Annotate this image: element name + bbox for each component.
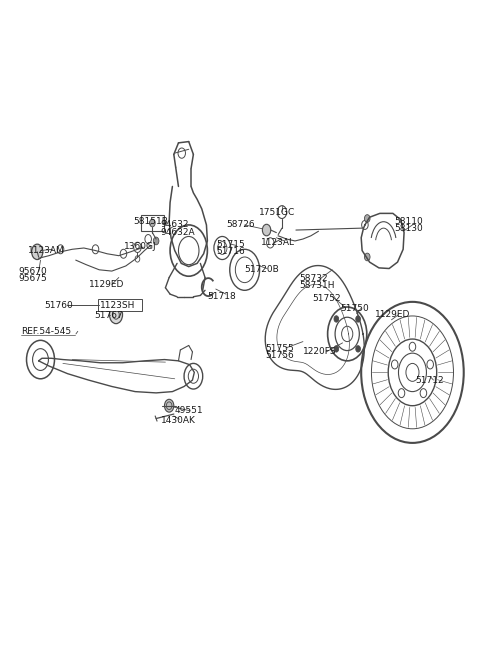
Circle shape: [263, 224, 271, 236]
Circle shape: [150, 219, 155, 227]
Text: 95675: 95675: [19, 274, 48, 283]
Text: 1123SH: 1123SH: [100, 301, 135, 310]
Text: REF.54-545: REF.54-545: [21, 327, 71, 336]
Text: 1220FS: 1220FS: [303, 347, 336, 356]
Text: 1129ED: 1129ED: [375, 310, 410, 319]
Circle shape: [364, 253, 370, 261]
Text: 58151B: 58151B: [133, 217, 168, 226]
Text: 1129ED: 1129ED: [88, 280, 124, 289]
Circle shape: [165, 400, 174, 412]
Text: 1123AM: 1123AM: [28, 246, 65, 255]
Text: 95670: 95670: [19, 267, 48, 276]
Text: 51760: 51760: [44, 301, 73, 310]
Circle shape: [109, 306, 122, 324]
Text: 51752: 51752: [312, 294, 341, 303]
Circle shape: [334, 316, 339, 322]
Text: 51716: 51716: [216, 247, 245, 255]
Text: 1751GC: 1751GC: [259, 208, 295, 217]
Text: 58110: 58110: [395, 217, 423, 226]
FancyBboxPatch shape: [98, 299, 142, 312]
FancyBboxPatch shape: [141, 215, 164, 231]
Circle shape: [334, 346, 339, 352]
Text: 51755: 51755: [265, 343, 294, 352]
Circle shape: [153, 237, 159, 245]
Text: 58726: 58726: [226, 221, 255, 229]
Text: 51712: 51712: [415, 375, 444, 384]
Text: 1360GJ: 1360GJ: [123, 242, 156, 251]
Text: 51750: 51750: [341, 304, 370, 313]
Text: 51715: 51715: [216, 240, 245, 249]
Text: 49551: 49551: [175, 406, 204, 415]
Text: 51720B: 51720B: [245, 265, 279, 274]
Text: 51718: 51718: [207, 291, 236, 301]
Circle shape: [364, 215, 370, 222]
Text: 58731H: 58731H: [300, 281, 335, 290]
Circle shape: [356, 316, 360, 322]
Circle shape: [356, 346, 360, 352]
Text: 94632A: 94632A: [161, 228, 195, 237]
Text: 51756: 51756: [265, 350, 294, 360]
Text: 58732: 58732: [300, 274, 328, 283]
Text: 1123AL: 1123AL: [261, 238, 295, 248]
Text: 94632: 94632: [161, 221, 189, 229]
Text: 58130: 58130: [395, 224, 423, 233]
Text: 51767: 51767: [95, 311, 123, 320]
Text: 1430AK: 1430AK: [161, 416, 196, 425]
Circle shape: [32, 244, 43, 259]
